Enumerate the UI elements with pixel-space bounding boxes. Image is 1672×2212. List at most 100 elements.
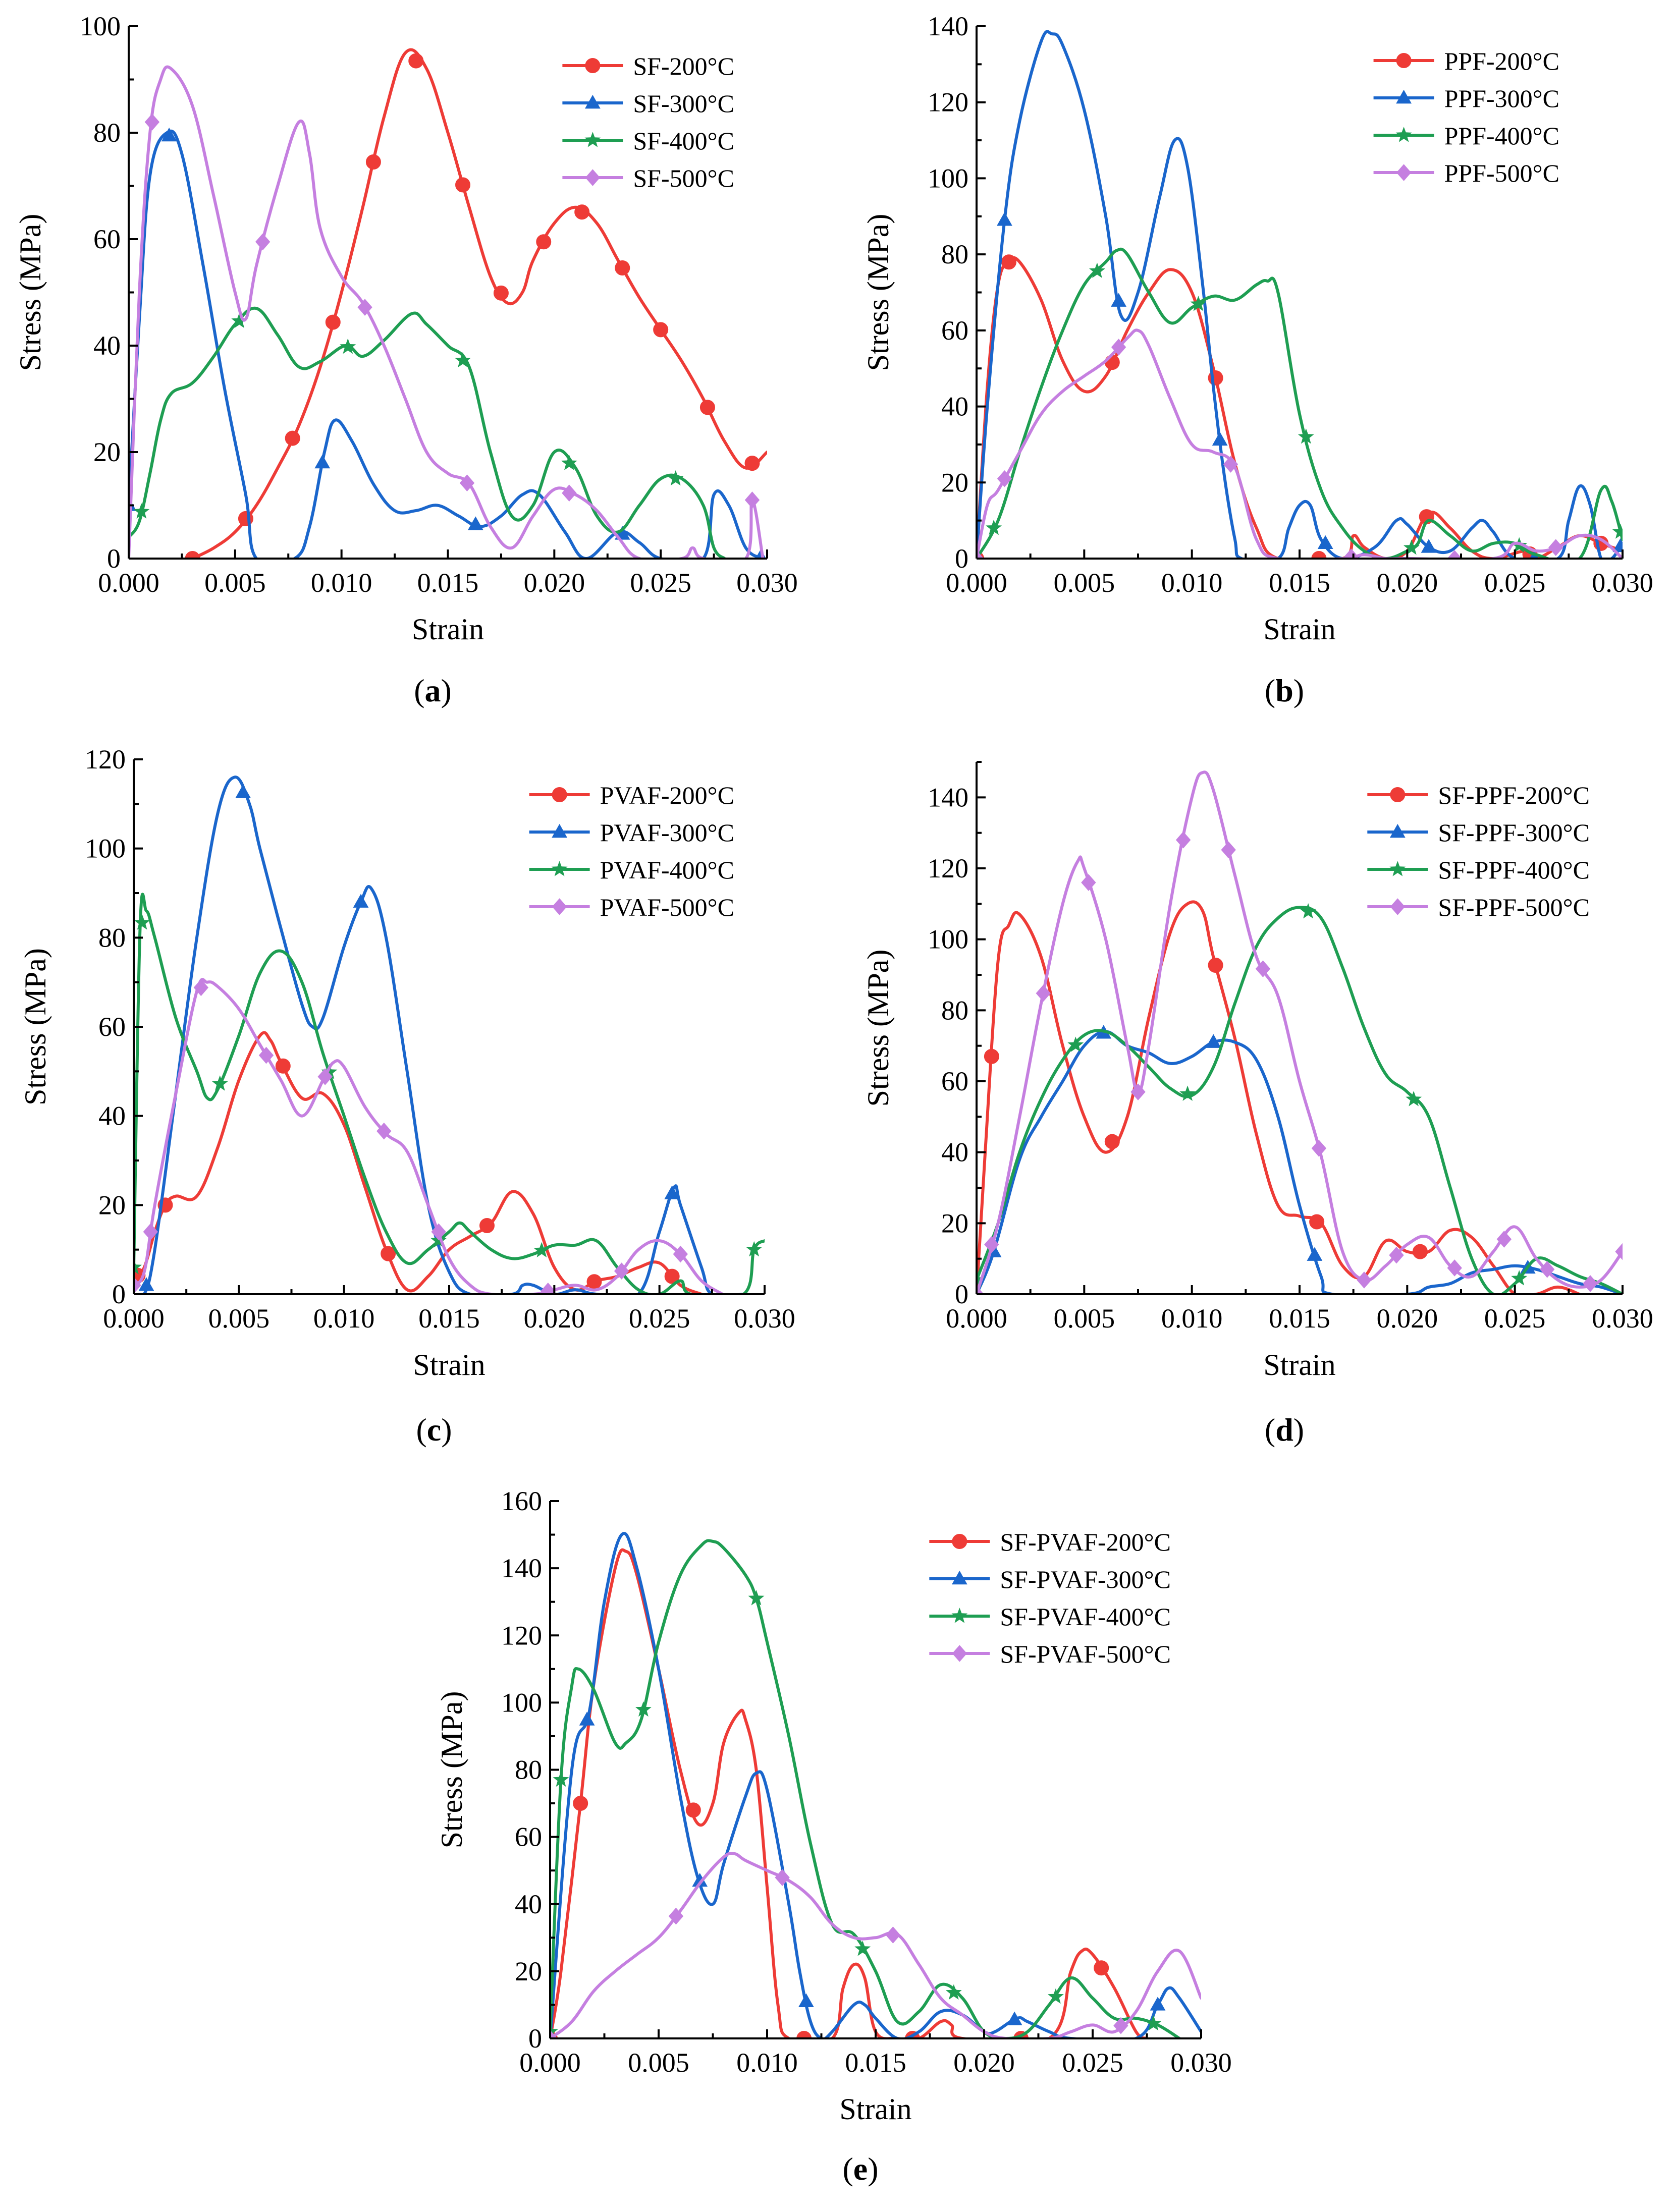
legend-label: SF-400°C (633, 127, 734, 155)
x-axis-title: Strain (1263, 1348, 1335, 1381)
x-tick-label: 0.005 (204, 568, 266, 598)
data-marker (699, 400, 715, 415)
y-tick-label: 140 (928, 11, 968, 41)
data-marker (1307, 1247, 1323, 1261)
series-group (134, 776, 765, 1294)
legend-marker (585, 169, 601, 186)
data-marker (775, 1869, 790, 1886)
legend-label: SF-200°C (633, 52, 734, 80)
x-tick-label: 0.000 (946, 1303, 1007, 1334)
data-marker (455, 177, 471, 193)
series-line-3 (129, 306, 726, 559)
legend-label: SF-PPF-500°C (1438, 893, 1590, 921)
data-marker (1357, 1271, 1372, 1289)
legend: PVAF-200°C PVAF-300°C PVAF-400°C PVAF-500°C (529, 781, 734, 921)
y-tick-label: 100 (501, 1687, 542, 1718)
data-marker (134, 914, 150, 930)
series-line-2 (977, 1030, 1623, 1294)
data-marker (1089, 262, 1105, 278)
data-marker (997, 470, 1012, 487)
series-line-2 (134, 776, 745, 1294)
y-tick-label: 60 (98, 1012, 126, 1042)
data-marker (493, 285, 509, 301)
x-tick-label: 0.020 (524, 1303, 585, 1334)
series-group (550, 1532, 1201, 2038)
data-marker (541, 1283, 556, 1294)
y-axis-title: Stress (MPa) (14, 214, 47, 371)
data-marker (353, 894, 369, 908)
data-marker (667, 470, 684, 486)
legend-marker (952, 1645, 967, 1662)
x-axis-title: Strain (839, 2092, 911, 2126)
legend-marker (951, 1570, 967, 1585)
data-marker (1447, 1259, 1462, 1277)
y-tick-label: 80 (941, 239, 968, 269)
data-marker (1223, 456, 1238, 473)
data-marker (143, 1223, 158, 1241)
x-tick-label: 0.010 (1161, 568, 1223, 598)
x-tick-label: 0.010 (313, 1303, 375, 1334)
legend-marker (552, 823, 568, 838)
x-tick-label: 0.020 (1377, 1303, 1438, 1334)
data-marker (314, 455, 331, 469)
data-marker (467, 516, 483, 530)
data-marker (1179, 1085, 1196, 1101)
data-marker (1421, 539, 1437, 553)
series-line-1 (191, 48, 767, 559)
data-marker (748, 1590, 765, 1606)
y-tick-label: 140 (928, 782, 968, 812)
data-marker (431, 1223, 446, 1241)
y-tick-label: 120 (501, 1620, 542, 1650)
y-tick-label: 0 (528, 2023, 542, 2054)
x-tick-label: 0.020 (1377, 568, 1438, 598)
legend-label: PPF-400°C (1444, 122, 1559, 150)
data-marker (796, 2031, 812, 2038)
data-marker (1208, 958, 1223, 973)
x-axis-title: Strain (1263, 613, 1335, 646)
data-marker (1130, 1083, 1146, 1100)
legend-marker (1390, 898, 1406, 915)
series-line-4 (977, 328, 1623, 559)
data-marker (1311, 1140, 1327, 1157)
legend-label: PVAF-400°C (600, 856, 734, 884)
legend-label: PPF-500°C (1444, 159, 1559, 187)
data-marker (134, 1259, 142, 1275)
data-marker (1001, 254, 1016, 270)
data-marker (579, 1711, 595, 1726)
data-marker (984, 1048, 999, 1064)
y-tick-label: 40 (941, 392, 968, 422)
series-line-4 (977, 770, 1623, 1294)
x-tick-label: 0.005 (628, 2048, 689, 2078)
series-group (129, 48, 767, 559)
data-marker (340, 338, 356, 354)
y-axis-title: Stress (MPa) (861, 214, 895, 371)
y-tick-label: 60 (941, 1066, 968, 1096)
data-marker (685, 1802, 701, 1818)
data-marker (533, 1242, 550, 1257)
data-marker (325, 314, 341, 330)
data-marker (1511, 1270, 1528, 1286)
data-marker (1175, 831, 1191, 849)
series-line-1 (977, 900, 1581, 1294)
x-axis-title: Strain (413, 1348, 485, 1381)
x-tick-label: 0.010 (1161, 1303, 1223, 1334)
panel-label: (a) (414, 673, 452, 708)
y-tick-label: 0 (955, 543, 968, 574)
legend-marker (1389, 823, 1406, 838)
data-marker (1406, 1091, 1422, 1107)
data-marker (984, 1236, 999, 1253)
data-marker (673, 1245, 688, 1263)
y-tick-label: 60 (93, 224, 121, 254)
data-marker (885, 1926, 901, 1944)
legend-marker (552, 898, 567, 915)
y-tick-label: 140 (501, 1553, 542, 1583)
legend-marker (1396, 53, 1412, 68)
data-marker (1403, 539, 1420, 555)
legend: SF-PVAF-200°C SF-PVAF-300°C SF-PVAF-400°C S… (929, 1528, 1171, 1668)
data-marker (1190, 296, 1207, 311)
y-tick-label: 20 (98, 1190, 126, 1220)
data-marker (668, 1907, 684, 1925)
series-line-3 (550, 1539, 1181, 2038)
chart-panel-e: 0.000 0.005 0.010 0.015 0.020 0.025 0.030 0 20 40… (435, 1486, 1232, 2187)
